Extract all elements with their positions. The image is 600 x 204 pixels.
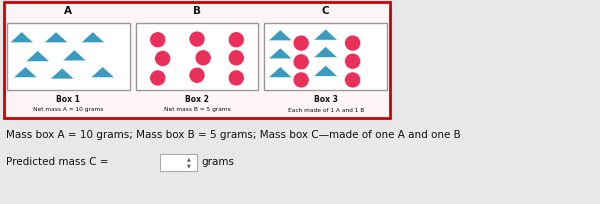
FancyBboxPatch shape — [4, 2, 390, 118]
Polygon shape — [268, 30, 292, 41]
Text: ▼: ▼ — [187, 163, 191, 168]
Polygon shape — [314, 29, 338, 40]
Polygon shape — [314, 65, 338, 76]
Text: C: C — [322, 6, 329, 16]
Text: Mass box A = 10 grams; Mass box B = 5 grams; Mass box C—made of one A and one B: Mass box A = 10 grams; Mass box B = 5 gr… — [6, 130, 461, 140]
Polygon shape — [10, 32, 34, 43]
Circle shape — [293, 35, 309, 51]
Circle shape — [344, 35, 361, 51]
Circle shape — [189, 67, 205, 83]
Polygon shape — [268, 48, 292, 59]
Text: Net mass B = 5 grams: Net mass B = 5 grams — [164, 108, 230, 112]
Circle shape — [228, 32, 244, 48]
Circle shape — [228, 50, 244, 66]
Polygon shape — [44, 32, 68, 43]
Circle shape — [150, 70, 166, 86]
Polygon shape — [26, 51, 50, 62]
Polygon shape — [91, 67, 115, 78]
Polygon shape — [268, 67, 292, 78]
Circle shape — [228, 70, 244, 86]
Polygon shape — [314, 47, 338, 58]
Text: A: A — [64, 6, 73, 16]
Text: grams: grams — [201, 157, 234, 167]
FancyBboxPatch shape — [136, 23, 259, 90]
Circle shape — [293, 54, 309, 70]
Polygon shape — [81, 32, 105, 43]
Circle shape — [344, 72, 361, 88]
Text: ▲: ▲ — [187, 156, 191, 161]
Circle shape — [155, 51, 170, 67]
Text: Box 1: Box 1 — [56, 94, 80, 103]
Text: Each made of 1 A and 1 B: Each made of 1 A and 1 B — [287, 108, 364, 112]
FancyBboxPatch shape — [7, 23, 130, 90]
Circle shape — [195, 50, 211, 66]
Polygon shape — [13, 67, 37, 78]
Text: Box 2: Box 2 — [185, 94, 209, 103]
Circle shape — [293, 72, 309, 88]
Polygon shape — [62, 50, 86, 61]
Circle shape — [344, 53, 361, 69]
Text: Box 3: Box 3 — [314, 94, 338, 103]
Text: Net mass A = 10 grams: Net mass A = 10 grams — [33, 108, 104, 112]
Circle shape — [189, 31, 205, 47]
FancyBboxPatch shape — [160, 153, 197, 171]
FancyBboxPatch shape — [265, 23, 387, 90]
Polygon shape — [50, 68, 74, 79]
Circle shape — [150, 32, 166, 48]
Text: B: B — [193, 6, 201, 16]
Text: Predicted mass C =: Predicted mass C = — [6, 157, 112, 167]
